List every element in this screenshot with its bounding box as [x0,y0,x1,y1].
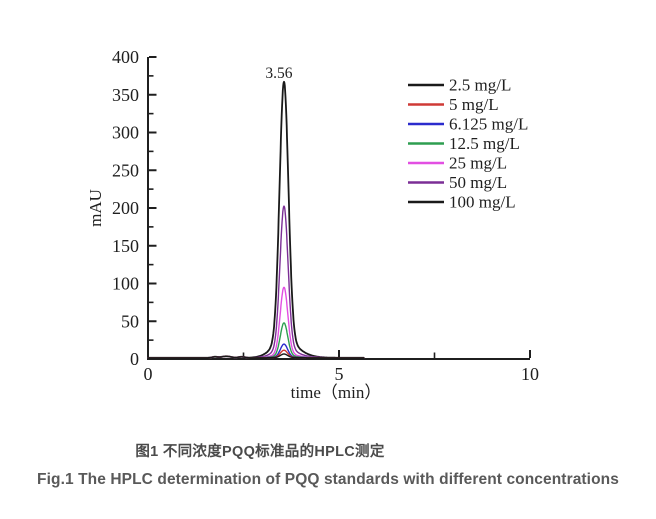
legend-label: 5 mg/L [449,95,499,114]
legend-label: 50 mg/L [449,173,507,192]
x-axis-title: time（min） [291,383,382,402]
legend-item: 5 mg/L [408,95,499,114]
series-trace [147,322,365,359]
peak-annotation: 3.56 [265,65,292,82]
x-tick-label: 10 [521,364,539,384]
x-tick-label: 0 [144,364,153,384]
series-trace [147,286,365,359]
figure-caption-en: Fig.1 The HPLC determination of PQQ stan… [37,471,619,488]
y-tick-label: 100 [112,274,139,294]
legend-item: 50 mg/L [408,173,507,192]
x-tick-label: 5 [335,364,344,384]
chromatogram-chart: 0 50 100 150 200 250 300 350 400 0 5 10 mAU time（min）… [86,47,539,402]
series-trace [147,80,365,359]
series-trace [147,205,365,359]
legend-item: 25 mg/L [408,154,507,173]
legend-item: 12.5 mg/L [408,134,520,153]
y-tick-label: 350 [112,85,139,105]
y-tick-label: 400 [112,47,139,67]
series-trace [147,343,365,359]
legend-label: 25 mg/L [449,154,507,173]
legend-item: 100 mg/L [408,193,516,212]
y-tick-label: 150 [112,236,139,256]
legend-label: 6.125 mg/L [449,115,528,134]
legend-item: 6.125 mg/L [408,115,528,134]
y-tick-label: 50 [121,311,139,331]
y-tick-label: 0 [130,349,139,369]
series-trace [147,353,365,359]
legend-item: 2.5 mg/L [408,76,511,95]
legend-label: 2.5 mg/L [449,76,511,95]
legend-label: 12.5 mg/L [449,134,520,153]
axis-spines [147,57,530,360]
y-tick-label: 250 [112,160,139,180]
figure-caption-zh: 图1 不同浓度PQQ标准品的HPLC测定 [135,444,385,460]
y-tick-label: 300 [112,123,139,143]
legend: 2.5 mg/L5 mg/L6.125 mg/L12.5 mg/L25 mg/L… [408,76,528,212]
y-tick-label: 200 [112,198,139,218]
legend-label: 100 mg/L [449,193,516,212]
y-axis-title: mAU [86,189,105,227]
